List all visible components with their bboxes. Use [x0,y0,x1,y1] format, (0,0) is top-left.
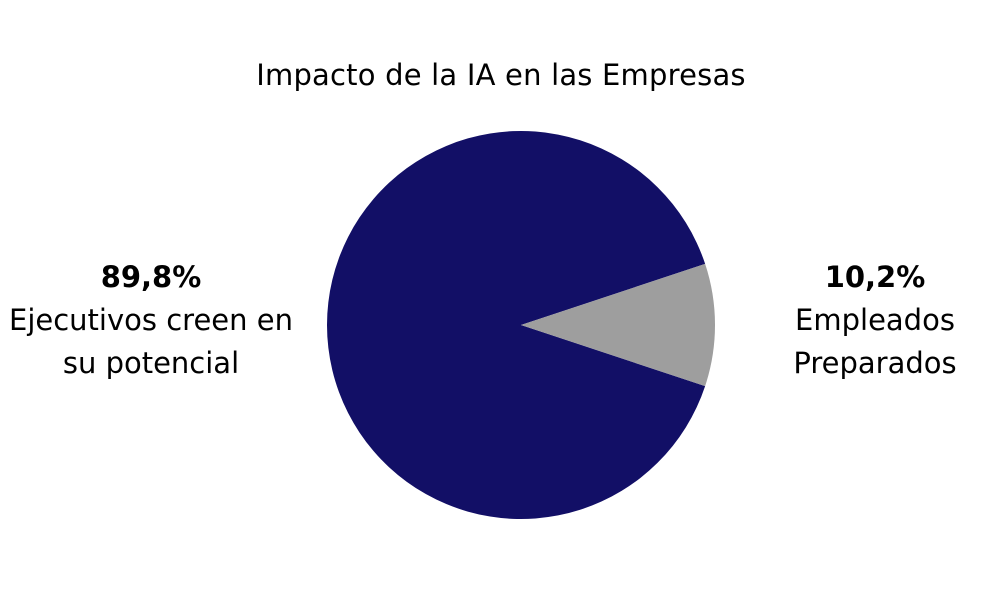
slice-label-empleados: 10,2% Empleados Preparados [754,256,996,385]
slice-label-line: su potencial [62,346,240,380]
slice-value-label: 10,2% [824,260,926,294]
chart-title: Impacto de la IA en las Empresas [256,58,746,92]
slice-label-line: Empleados [795,303,955,337]
slice-label-line: Ejecutivos creen en [9,303,293,337]
slice-label-line: Preparados [793,346,957,380]
slice-label-ejecutivos: 89,8% Ejecutivos creen en su potencial [0,256,302,385]
slice-value-label: 89,8% [100,260,202,294]
pie-slice-empleados [521,263,715,387]
pie-slice-ejecutivos [326,130,706,519]
